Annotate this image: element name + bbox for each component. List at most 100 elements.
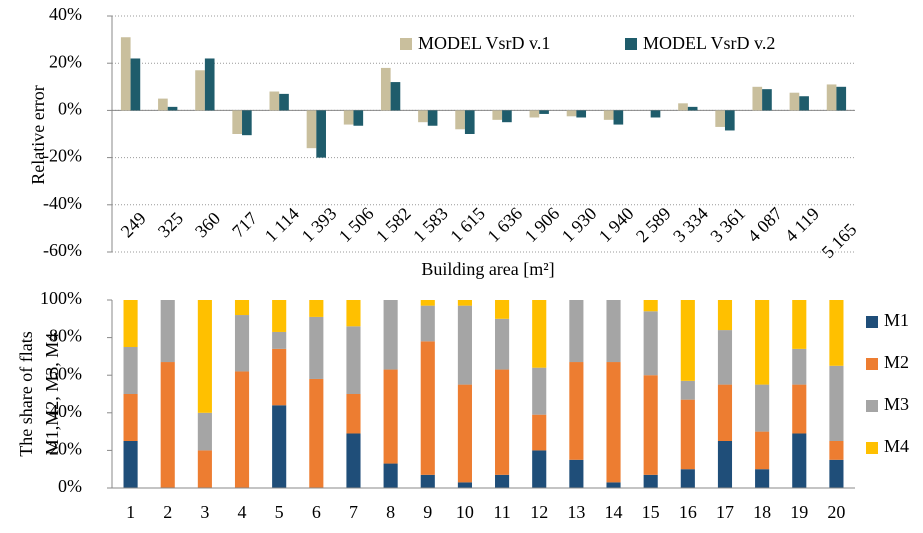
bar [242,110,252,136]
bar [576,110,587,118]
bar [120,37,131,111]
bar [167,106,178,111]
x-tick-label: 1 940 [595,203,638,246]
x-tick-label: 360 [191,208,224,241]
bar [232,110,243,134]
x-tick-label: 1 636 [483,203,526,246]
bar [799,96,809,111]
bar-segment [680,469,695,488]
legend-label: M1 [884,310,909,330]
bar-segment [346,326,361,394]
bar-segment [792,433,807,488]
y-axis-label: Relative error [28,85,48,184]
bar-segment [495,474,510,488]
bar [715,110,725,127]
x-tick-label: 8 [386,502,395,522]
bar-segment [755,384,770,432]
y-tick-label: 60% [49,363,82,383]
y-tick-label: 100% [40,288,82,308]
y-tick-label: 40% [49,401,82,421]
bar-segment [569,300,584,363]
x-tick-label: 10 [456,502,474,522]
x-tick-label: 1 [126,502,135,522]
bar [269,91,280,111]
y-axis-label: M1,M2, M3, M4 [42,333,62,456]
bar-segment [717,384,733,441]
bar-segment [569,459,584,488]
bar-segment [346,433,361,488]
bar-segment [123,300,138,347]
bar-segment [717,300,733,331]
bar [492,110,503,120]
bar-segment [643,300,658,312]
x-tick-label: 2 [163,502,172,522]
x-tick-label: 1 906 [521,203,564,246]
bar [724,110,735,131]
bar-segment [755,469,770,488]
bar-segment [234,315,250,372]
x-tick-label: 3 361 [706,203,749,246]
bar [836,86,847,111]
bar [613,110,624,125]
x-tick-label: 11 [493,502,510,522]
legend-label: M4 [884,436,909,456]
legend-label: MODEL VsrD v.1 [418,33,550,53]
x-axis-label: Building area [m²] [421,259,554,279]
bar [687,106,698,111]
y-tick-label: -20% [43,146,82,166]
x-tick-label: 9 [423,502,432,522]
bar [418,110,428,123]
x-tick-label: 18 [753,502,771,522]
legend-swatch [866,442,878,454]
x-tick-label: 1 582 [372,203,415,246]
y-tick-label: 20% [49,51,82,71]
x-tick-label: 3 334 [669,203,712,246]
x-tick-label: 1 930 [558,203,601,246]
bar-segment [309,378,324,488]
bar-segment [346,394,361,434]
bar-segment [532,367,547,415]
x-tick-label: 16 [679,502,697,522]
bar-segment [643,311,658,376]
bar [502,110,512,123]
x-tick-label: 4 [238,502,247,522]
x-tick-label: 19 [790,502,808,522]
x-tick-label: 249 [117,208,150,241]
bar-segment [532,450,547,488]
x-tick-label: 1 506 [335,203,378,246]
x-tick-label: 1 583 [409,203,452,246]
bar-segment [717,441,733,488]
y-tick-label: 20% [49,439,82,459]
legend-swatch [625,38,637,50]
bar-segment [309,316,324,379]
x-tick-label: 17 [716,502,734,522]
bar-segment [420,300,435,306]
y-tick-label: -60% [43,240,82,260]
bar [826,84,837,111]
bar [130,58,141,111]
x-tick-label: 4 087 [743,203,786,246]
bar [427,110,438,126]
bar-segment [829,441,844,460]
bar-segment [457,384,472,483]
x-tick-label: 325 [154,208,187,241]
bar-segment [457,300,472,306]
x-tick-label: 717 [228,208,261,241]
bar-segment [197,450,212,488]
bar-segment [457,482,472,488]
bar [279,93,289,111]
x-tick-label: 1 114 [261,204,303,246]
bar-segment [346,300,361,327]
x-tick-label: 3 [200,502,209,522]
bar-segment [272,331,287,349]
bar-segment [717,330,733,385]
y-tick-label: -40% [43,193,82,213]
legend-swatch [400,38,412,50]
bar-segment [792,384,807,434]
bar-segment [755,300,770,385]
bar-segment [234,300,250,316]
x-tick-label: 20 [827,502,845,522]
bar [650,110,661,118]
x-tick-label: 14 [605,502,623,522]
